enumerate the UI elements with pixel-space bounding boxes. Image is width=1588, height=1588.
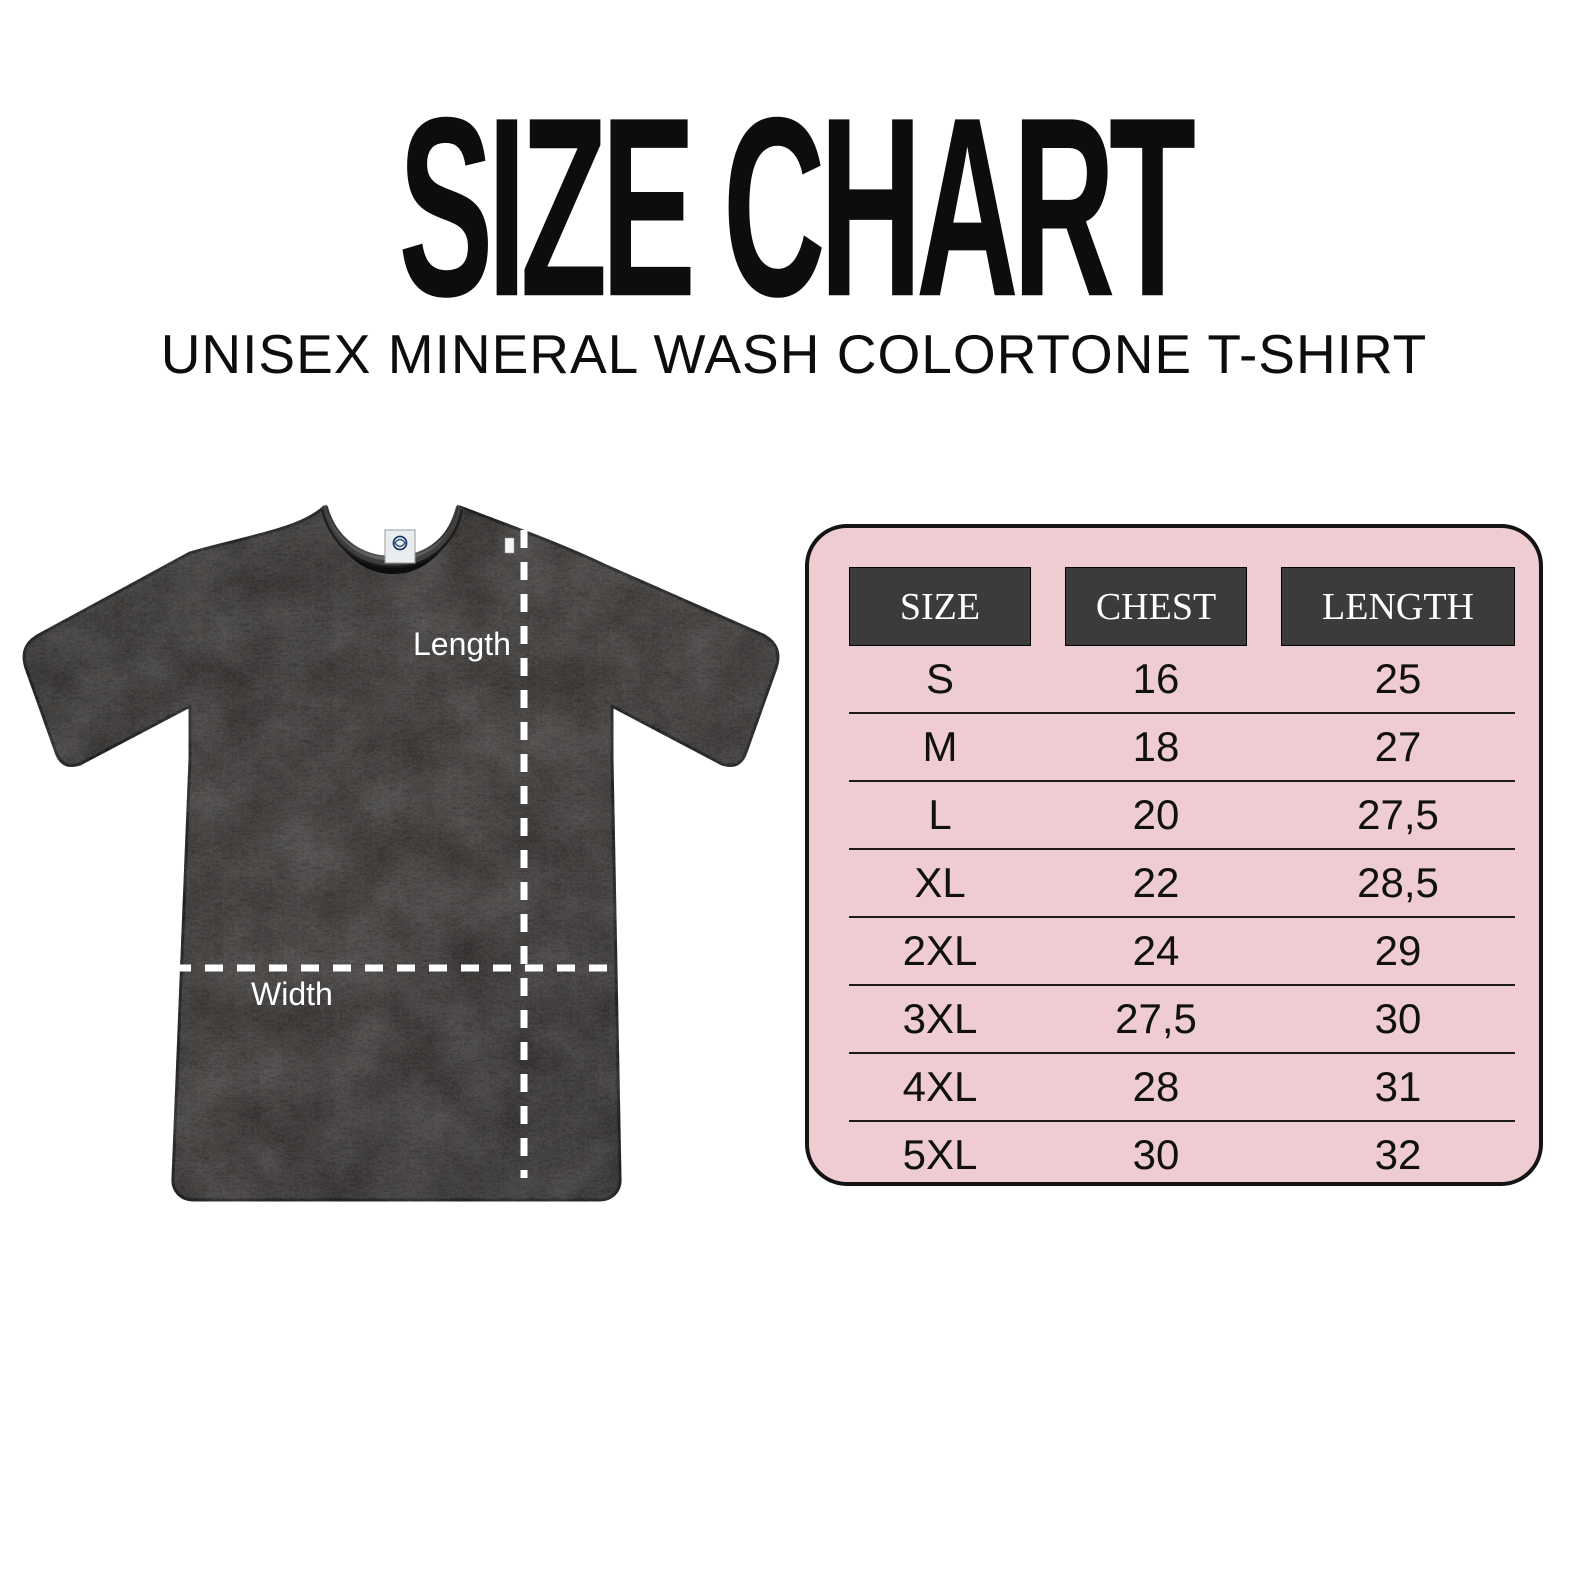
svg-text:Length: Length (413, 626, 511, 662)
svg-text:Width: Width (251, 976, 333, 1012)
